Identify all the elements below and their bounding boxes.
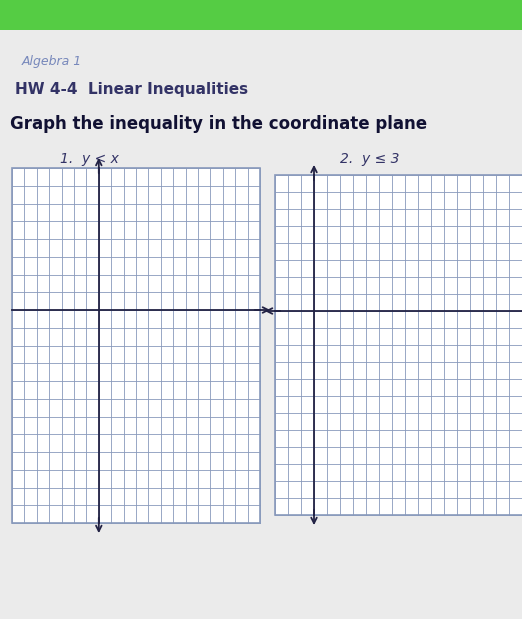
Bar	[0, 0, 522, 30]
Text: Algebra 1: Algebra 1	[22, 55, 82, 68]
Text: 1.  y < x: 1. y < x	[60, 152, 119, 166]
Text: Graph the inequality in the coordinate plane: Graph the inequality in the coordinate p…	[10, 115, 427, 133]
Bar	[12, 168, 260, 523]
Text: HW 4-4  Linear Inequalities: HW 4-4 Linear Inequalities	[15, 82, 248, 97]
Bar	[275, 175, 522, 515]
Text: 2.  y ≤ 3: 2. y ≤ 3	[340, 152, 399, 166]
